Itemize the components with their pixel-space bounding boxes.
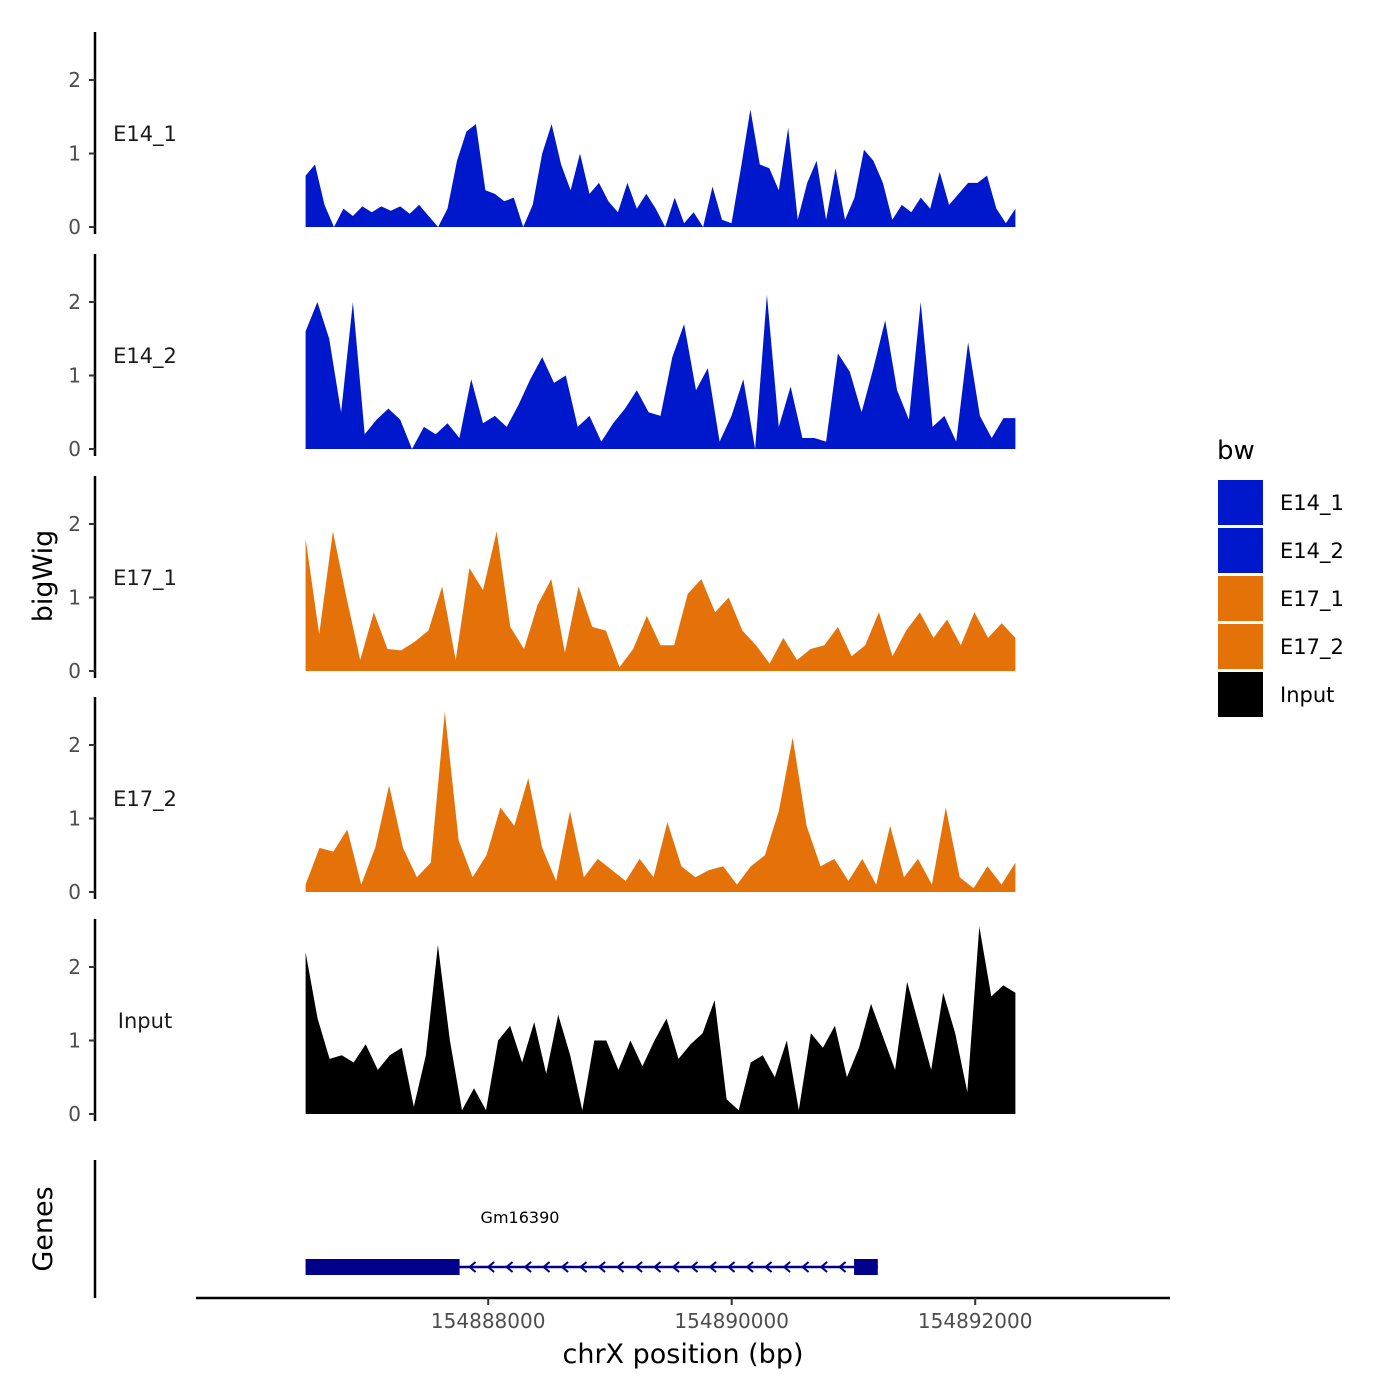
x-tick-label: 154890000 xyxy=(674,1309,789,1333)
y-tick-label: 0 xyxy=(68,215,81,239)
legend-label-e17-2: E17_2 xyxy=(1280,635,1344,660)
track-panels: 0 1 2 E14_1 0 1 2 E14_2 0 1 2 E17_1 0 1 2 E17_2 0 1 2 Input xyxy=(68,32,1016,1126)
signal-area-input xyxy=(305,926,1016,1114)
strand-arrow-icon xyxy=(523,1261,532,1273)
legend: bw E14_1 E14_2 E17_1 E17_2 Input xyxy=(1217,436,1344,717)
y-tick-label: 1 xyxy=(68,1029,81,1053)
y-tick-label: 2 xyxy=(68,733,81,757)
track-e14-2: 0 1 2 E14_2 xyxy=(68,254,1016,461)
y-tick-label: 1 xyxy=(68,142,81,166)
genes-axis-title: Genes xyxy=(28,1186,59,1271)
y-tick-label: 1 xyxy=(68,807,81,831)
legend-swatch-e17-2 xyxy=(1218,624,1263,669)
signal-area-e14-1 xyxy=(305,109,1016,227)
signal-area-e14-2 xyxy=(305,294,1016,449)
legend-label-e17-1: E17_1 xyxy=(1280,587,1344,612)
track-label-e14-1: E14_1 xyxy=(113,122,177,147)
strand-arrow-icon xyxy=(838,1261,847,1273)
legend-label-e14-2: E14_2 xyxy=(1280,539,1344,564)
strand-arrow-icon xyxy=(745,1261,754,1273)
y-tick-label: 0 xyxy=(68,437,81,461)
legend-swatch-e17-1 xyxy=(1218,576,1263,621)
legend-label-e14-1: E14_1 xyxy=(1280,491,1344,516)
track-label-e14-2: E14_2 xyxy=(113,344,177,369)
gene-track: Gm16390 xyxy=(93,1160,878,1298)
x-axis-title: chrX position (bp) xyxy=(562,1339,803,1370)
strand-arrow-icon xyxy=(468,1261,477,1273)
legend-swatch-e14-1 xyxy=(1218,480,1263,525)
legend-label-input: Input xyxy=(1280,683,1334,707)
x-tick-label: 154892000 xyxy=(918,1309,1033,1333)
strand-arrow-icon xyxy=(579,1261,588,1273)
strand-arrow-icon xyxy=(542,1261,551,1273)
y-axis-title: bigWig xyxy=(28,530,59,623)
gene-name-label: Gm16390 xyxy=(481,1208,560,1227)
gene-exon xyxy=(305,1259,460,1275)
strand-arrow-icon xyxy=(671,1261,680,1273)
y-tick-label: 0 xyxy=(68,1102,81,1126)
y-tick-label: 2 xyxy=(68,290,81,314)
legend-swatch-e14-2 xyxy=(1218,528,1263,573)
gene-exon xyxy=(854,1259,878,1275)
track-input: 0 1 2 Input xyxy=(68,919,1016,1126)
y-tick-label: 1 xyxy=(68,364,81,388)
y-tick-label: 2 xyxy=(68,512,81,536)
strand-arrow-icon xyxy=(653,1261,662,1273)
y-tick-label: 1 xyxy=(68,586,81,610)
strand-arrow-icon xyxy=(486,1261,495,1273)
legend-swatch-input xyxy=(1218,672,1263,717)
signal-area-e17-2 xyxy=(305,711,1016,892)
strand-arrow-icon xyxy=(505,1261,514,1273)
x-axis: 154888000 154890000 154892000 xyxy=(196,1296,1170,1333)
track-e14-1: 0 1 2 E14_1 xyxy=(68,32,1016,239)
strand-arrow-icon xyxy=(690,1261,699,1273)
y-tick-label: 2 xyxy=(68,955,81,979)
strand-arrow-icon xyxy=(819,1261,828,1273)
strand-arrow-icon xyxy=(634,1261,643,1273)
strand-arrow-icon xyxy=(782,1261,791,1273)
strand-arrow-icon xyxy=(616,1261,625,1273)
strand-arrow-icon xyxy=(560,1261,569,1273)
x-tick-label: 154888000 xyxy=(431,1309,546,1333)
strand-arrow-icon xyxy=(764,1261,773,1273)
track-label-e17-1: E17_1 xyxy=(113,566,177,591)
strand-arrow-icon xyxy=(801,1261,810,1273)
track-label-e17-2: E17_2 xyxy=(113,787,177,812)
track-e17-1: 0 1 2 E17_1 xyxy=(68,476,1016,683)
signal-area-e17-1 xyxy=(305,531,1016,671)
strand-arrow-icon xyxy=(708,1261,717,1273)
y-tick-label: 0 xyxy=(68,880,81,904)
track-e17-2: 0 1 2 E17_2 xyxy=(68,697,1016,904)
strand-arrow-icon xyxy=(727,1261,736,1273)
strand-arrow-icon xyxy=(597,1261,606,1273)
y-tick-label: 0 xyxy=(68,659,81,683)
legend-title: bw xyxy=(1217,436,1255,466)
track-label-input: Input xyxy=(118,1009,172,1033)
y-tick-label: 2 xyxy=(68,68,81,92)
